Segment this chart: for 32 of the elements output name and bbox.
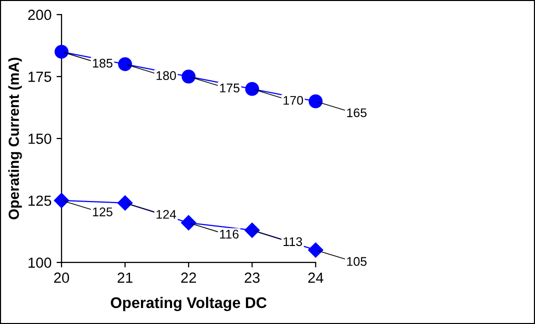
x-tick-label: 21 <box>118 272 132 283</box>
data-label: 170 <box>284 96 304 105</box>
data-label: 180 <box>156 71 176 80</box>
point <box>54 192 70 208</box>
x-tick-label: 23 <box>244 272 260 283</box>
x-tick-label: 24 <box>308 272 324 283</box>
point <box>54 44 68 59</box>
y-axis-title: Operating Current (mA) <box>8 58 22 220</box>
data-label: 175 <box>220 84 240 92</box>
y-tick-label: 125 <box>28 196 52 206</box>
y-tick-label: 200 <box>28 10 52 20</box>
point <box>308 94 323 108</box>
point <box>244 222 260 238</box>
y-tick-label: 175 <box>28 72 52 82</box>
point <box>308 242 324 258</box>
data-label: 105 <box>347 257 367 266</box>
data-label: 113 <box>284 237 302 246</box>
point <box>182 70 196 84</box>
point <box>118 57 132 72</box>
data-label: 125 <box>93 207 112 216</box>
x-axis-title: Operating Voltage DC <box>110 296 267 312</box>
x-tick-label: 20 <box>54 272 70 283</box>
y-tick-label: 150 <box>28 134 52 144</box>
point <box>117 195 133 211</box>
data-label: 116 <box>220 230 239 239</box>
point <box>245 82 260 96</box>
x-tick-label: 22 <box>181 272 196 283</box>
point <box>181 215 196 230</box>
data-label: 165 <box>347 108 367 118</box>
data-label: 185 <box>93 58 112 68</box>
y-tick-label: 100 <box>28 258 52 268</box>
data-label: 124 <box>156 210 176 219</box>
